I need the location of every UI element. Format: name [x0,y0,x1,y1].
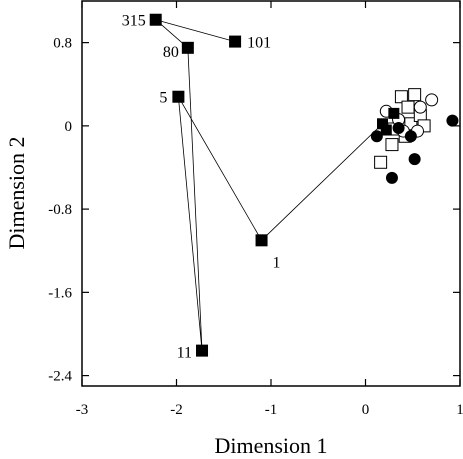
x-tick-label: -1 [265,402,278,418]
filled-square-marker [377,118,389,130]
point-label-315: 315 [122,13,146,30]
open-square-marker [374,155,388,169]
open-square-marker [401,100,415,114]
filled-circle-marker [404,130,417,143]
connector-line [155,19,383,351]
x-tick-label: 1 [456,402,463,418]
point-label-11: 11 [177,345,192,362]
filled-circle-marker [385,171,398,184]
y-tick-label: -1.6 [48,285,72,301]
filled-circle-marker [370,130,383,143]
tick-labels: -3 -2 -1 0 1 -2.4 -1.6 -0.8 0 0.8 [48,36,463,418]
y-tick-label: -2.4 [48,369,72,385]
filled-square-marker [181,41,194,54]
open-circle-marker [413,100,427,114]
filled-square-marker [196,344,209,357]
connector-lines [155,19,383,351]
point-label-5: 5 [159,90,167,107]
tick-marks [81,1,461,386]
y-axis-title: Dimension 2 [4,136,29,249]
data-markers [149,13,459,357]
point-label-101: 101 [247,35,271,52]
point-label-80: 80 [163,44,179,61]
point-label-1: 1 [273,254,281,271]
filled-circle-marker [392,121,405,134]
filled-square-marker [229,35,242,48]
x-tick-label: -2 [170,402,183,418]
filled-square-marker [255,234,268,247]
filled-circle-marker [408,153,421,166]
filled-square-marker [172,90,185,103]
y-tick-label: 0.8 [53,36,72,52]
filled-square-marker [380,124,392,136]
filled-square-marker [149,13,162,26]
x-axis-title: Dimension 1 [214,433,327,458]
open-circle-marker [425,93,439,107]
filled-square-marker [388,107,400,119]
x-tick-label: -3 [76,402,89,418]
open-square-marker [394,90,408,104]
open-square-marker [385,138,399,152]
filled-circle-marker [446,114,459,127]
open-square-marker [408,88,422,102]
y-tick-label: 0 [65,119,73,135]
plot-frame [81,0,461,387]
x-tick-label: 0 [362,402,370,418]
y-tick-label: -0.8 [48,202,72,218]
